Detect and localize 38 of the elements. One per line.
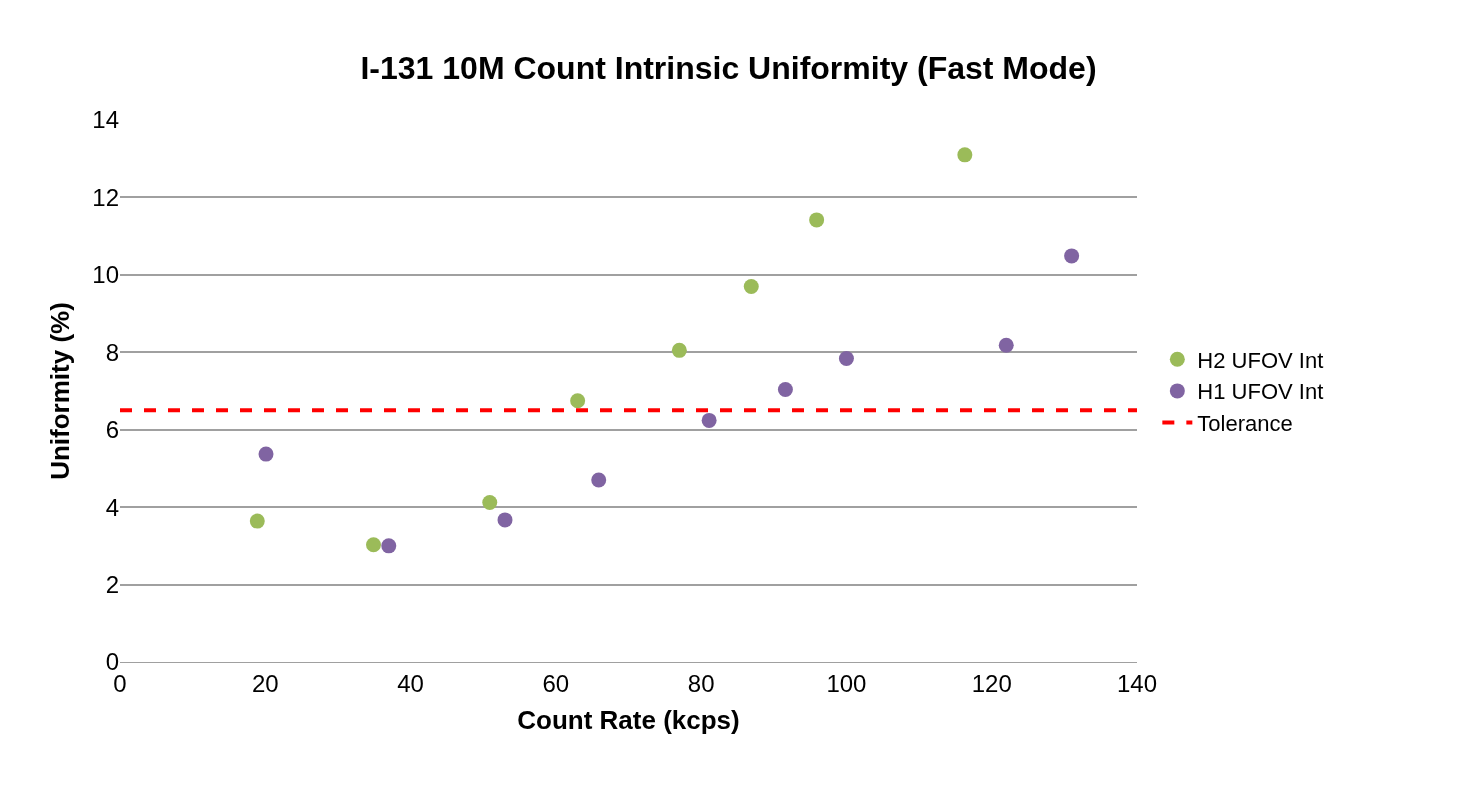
y-tick-label: 6 [105, 416, 119, 444]
y-tick-label: 2 [105, 570, 119, 598]
point [570, 393, 586, 409]
point [998, 337, 1014, 353]
point [497, 512, 513, 528]
y-tick-label: 4 [105, 493, 119, 521]
point [809, 212, 825, 228]
x-tick-label: 80 [687, 669, 715, 697]
x-tick-label: 140 [1116, 669, 1158, 697]
chart-title: I-131 10M Count Intrinsic Uniformity (Fast Mode) [360, 49, 1097, 86]
point [249, 513, 265, 529]
x-tick-label: 20 [251, 669, 279, 697]
legend-label: H1 UFOV Int [1197, 379, 1324, 405]
point [743, 278, 759, 294]
point [258, 446, 274, 462]
y-axis-title: Uniformity (%) [44, 302, 75, 480]
legend-label: H2 UFOV Int [1197, 347, 1324, 373]
y-tick-label: 10 [92, 261, 119, 289]
y-tick-label: 12 [92, 183, 119, 211]
point [482, 495, 498, 510]
point [1064, 248, 1080, 264]
point [838, 350, 854, 366]
point [777, 381, 793, 397]
x-tick-label: 60 [542, 669, 570, 697]
y-tick-label: 0 [105, 648, 119, 676]
point [381, 538, 397, 554]
legend-label: Tolerance [1197, 411, 1293, 437]
point [366, 537, 382, 553]
y-tick-label: 8 [105, 338, 119, 366]
x-tick-label: 120 [971, 669, 1012, 697]
point [591, 472, 607, 488]
x-tick-label: 100 [826, 669, 867, 697]
x-axis-title: Count Rate (kcps) [517, 705, 740, 736]
point [957, 147, 973, 163]
point [701, 412, 717, 428]
y-tick-label: 14 [92, 106, 119, 134]
x-tick-label: 40 [397, 669, 424, 697]
point [671, 342, 687, 358]
